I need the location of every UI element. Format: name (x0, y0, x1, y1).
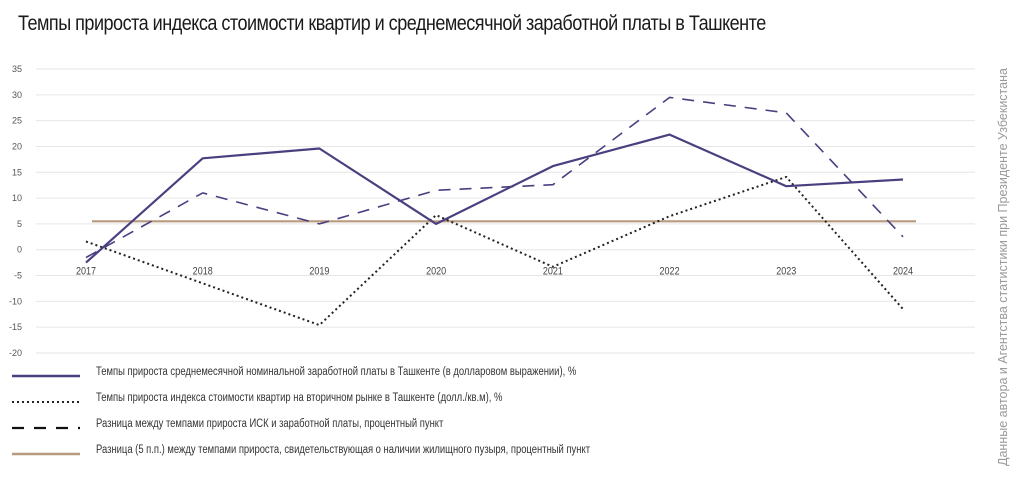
y-tick-label: 10 (12, 193, 22, 203)
series-line-salary (85, 133, 904, 264)
gridlines (36, 68, 975, 354)
y-tick-label: 15 (12, 167, 22, 177)
y-tick-label: -20 (9, 348, 22, 358)
x-tick-label: 2022 (660, 266, 680, 278)
y-axis: 35 30 25 20 15 10 5 0 -5 -10 -15 -20 (9, 64, 22, 358)
series-group (85, 96, 916, 327)
x-tick-label: 2024 (893, 266, 913, 278)
x-tick-label: 2017 (76, 266, 96, 278)
source-note: Данные автора и Агентства статистики при… (996, 68, 1010, 466)
legend-label-price-index: Темпы прироста индекса стоимости квартир… (96, 392, 503, 404)
x-tick-label: 2021 (543, 266, 563, 278)
legend-label-salary: Темпы прироста среднемесячной номинально… (96, 366, 577, 378)
y-tick-label: 30 (12, 90, 22, 100)
chart-title: Темпы прироста индекса стоимости квартир… (18, 12, 766, 35)
legend-swatch-threshold (12, 452, 80, 456)
y-tick-label: 20 (12, 141, 22, 151)
x-tick-label: 2018 (193, 266, 213, 278)
y-tick-label: 0 (17, 245, 22, 255)
legend-label-bubble-threshold: Разница (5 п.п.) между темпами прироста,… (96, 444, 591, 456)
x-tick-label: 2023 (776, 266, 796, 278)
y-tick-label: -10 (9, 296, 22, 306)
legend-swatch-solid (12, 374, 80, 378)
y-tick-label: 35 (12, 64, 22, 74)
x-tick-label: 2020 (426, 266, 446, 278)
x-tick-label: 2019 (309, 266, 329, 278)
x-axis: 2017 2018 2019 2020 2021 2022 2023 2024 (76, 266, 913, 278)
y-tick-label: -5 (14, 271, 22, 281)
series-line-difference (85, 96, 904, 259)
y-tick-label: 25 (12, 116, 22, 126)
legend-label-difference: Разница между темпами прироста ИСК и зар… (96, 418, 444, 430)
legend-swatch-dashed (12, 426, 80, 430)
y-tick-label: 5 (17, 219, 22, 229)
series-line-price-index (85, 175, 904, 327)
y-tick-label: -15 (9, 322, 22, 332)
legend-swatch-dotted (12, 401, 80, 403)
